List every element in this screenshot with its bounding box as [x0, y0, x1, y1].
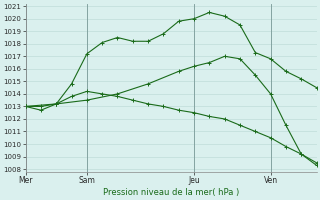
X-axis label: Pression niveau de la mer( hPa ): Pression niveau de la mer( hPa ): [103, 188, 239, 197]
